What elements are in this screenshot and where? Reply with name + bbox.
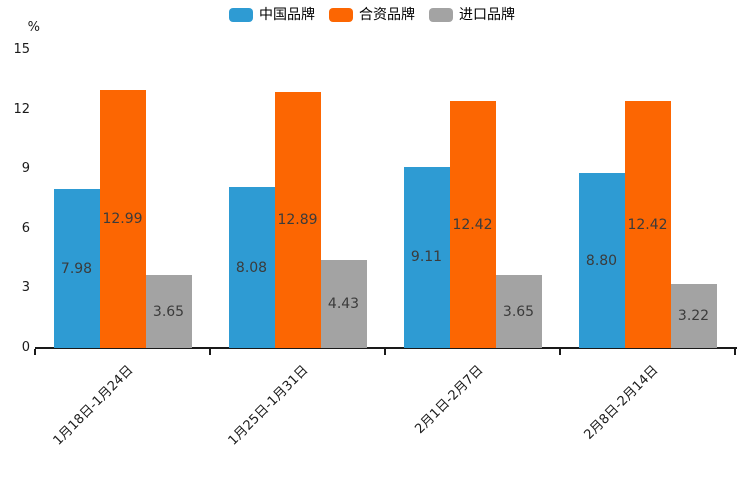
x-axis-category-label: 2月1日-2月7日: [411, 362, 486, 437]
bar-value-label: 4.43: [327, 295, 360, 312]
x-axis-tick: [384, 349, 386, 355]
bar-value-label: 8.08: [235, 259, 268, 276]
y-axis-unit-label: %: [27, 20, 40, 35]
bar-value-label: 3.65: [502, 303, 535, 320]
bar-value-label: 9.11: [410, 249, 443, 266]
bar-series-2-group-0: 3.65: [145, 275, 192, 348]
x-axis-tick: [209, 349, 211, 355]
x-axis-tick: [734, 349, 736, 355]
bar-series-0-group-3: 8.80: [578, 173, 625, 348]
x-axis-category-label: 2月8日-2月14日: [580, 362, 661, 443]
bar-series-2-group-2: 3.65: [495, 275, 542, 348]
y-axis-tick-label: 3: [21, 280, 30, 296]
x-axis-tick: [34, 349, 36, 355]
legend-marker-icon: [229, 8, 253, 22]
bar-value-label: 3.65: [152, 303, 185, 320]
bar-value-label: 12.99: [102, 210, 143, 227]
legend-item-label: 进口品牌: [459, 7, 515, 23]
bar-series-0-group-1: 8.08: [228, 187, 275, 348]
legend-item-label: 中国品牌: [259, 7, 315, 23]
bar-value-label: 7.98: [60, 260, 93, 277]
y-axis-tick-label: 0: [21, 340, 30, 355]
x-axis-category-label: 1月25日-1月31日: [225, 362, 311, 449]
legend-marker-icon: [329, 8, 353, 22]
bar-value-label: 3.22: [677, 308, 710, 324]
y-axis-tick-label: 9: [21, 161, 30, 177]
legend-item-series-1[interactable]: 合资品牌: [329, 6, 415, 24]
y-axis-tick-label: 12: [13, 101, 30, 117]
bar-series-0-group-0: 7.98: [53, 189, 100, 348]
bar-value-label: 8.80: [585, 252, 618, 269]
x-axis-category-label: 1月18日-1月24日: [50, 362, 136, 449]
bar-series-1-group-1: 12.89: [274, 91, 321, 348]
legend-marker-icon: [429, 8, 453, 22]
bar-series-1-group-0: 12.99: [99, 89, 146, 348]
bar-series-0-group-2: 9.11: [403, 167, 450, 348]
x-axis-tick: [559, 349, 561, 355]
legend-item-label: 合资品牌: [359, 7, 415, 23]
legend: 中国品牌 合资品牌 进口品牌: [0, 6, 744, 24]
legend-item-series-0[interactable]: 中国品牌: [229, 6, 315, 24]
bar-series-1-group-2: 12.42: [449, 101, 496, 348]
legend-item-series-2[interactable]: 进口品牌: [429, 6, 515, 24]
bar-value-label: 12.89: [277, 211, 318, 228]
y-axis-tick-label: 15: [13, 42, 30, 57]
bar-series-1-group-3: 12.42: [624, 101, 671, 348]
bar-value-label: 12.42: [452, 216, 493, 233]
bar-series-2-group-3: 3.22: [670, 284, 717, 348]
y-axis-tick-label: 6: [21, 220, 30, 236]
bar-series-2-group-1: 4.43: [320, 259, 367, 348]
x-axis-line: [35, 347, 737, 349]
bar-value-label: 12.42: [627, 216, 668, 233]
